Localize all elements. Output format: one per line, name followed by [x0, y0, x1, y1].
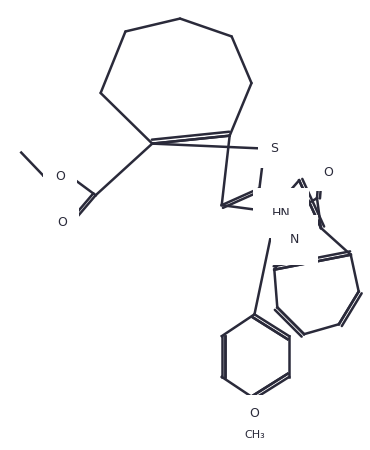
Text: HN: HN — [272, 207, 291, 220]
Text: O: O — [55, 170, 65, 183]
Text: N: N — [289, 234, 299, 247]
Text: CH₃: CH₃ — [244, 431, 265, 441]
Text: O: O — [57, 216, 67, 229]
Text: O: O — [249, 407, 259, 420]
Text: S: S — [270, 142, 278, 155]
Text: O: O — [323, 166, 333, 179]
